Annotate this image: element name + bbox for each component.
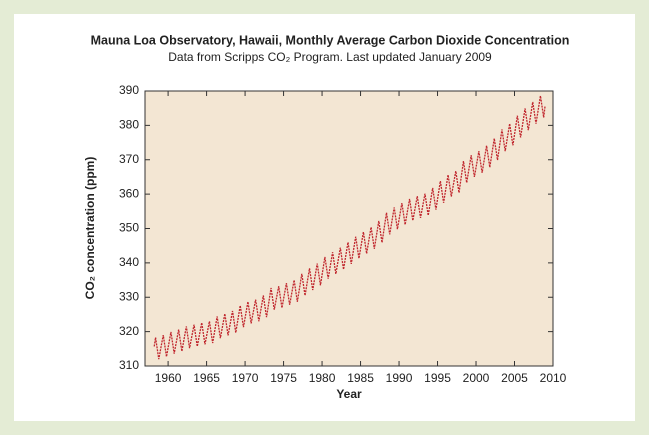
chart-title: Mauna Loa Observatory, Hawaii, Monthly A… — [91, 33, 570, 47]
y-tick-label: 330 — [119, 289, 139, 303]
x-tick-label: 1990 — [386, 371, 413, 385]
x-tick-label: 1995 — [424, 371, 451, 385]
x-tick-label: 1985 — [347, 371, 374, 385]
x-tick-label: 1975 — [270, 371, 297, 385]
y-tick-label: 370 — [119, 152, 139, 166]
y-tick-label: 380 — [119, 118, 139, 132]
x-tick-label: 1965 — [193, 371, 220, 385]
x-tick-label: 2010 — [540, 371, 567, 385]
data-line — [153, 95, 546, 360]
x-tick-label: 2000 — [463, 371, 490, 385]
chart-subtitle: Data from Scripps CO₂ Program. Last upda… — [168, 50, 492, 64]
x-axis-label: Year — [336, 387, 362, 401]
plot-area — [144, 90, 554, 367]
y-tick-label: 320 — [119, 324, 139, 338]
x-tick-label: 1980 — [309, 371, 336, 385]
x-tick-label: 2005 — [501, 371, 528, 385]
x-tick-label: 1960 — [155, 371, 182, 385]
y-tick-label: 360 — [119, 186, 139, 200]
y-tick-label: 390 — [119, 83, 139, 97]
y-tick-label: 310 — [119, 358, 139, 372]
y-tick-label: 340 — [119, 255, 139, 269]
y-axis-label: CO₂ concentration (ppm) — [83, 157, 97, 300]
y-tick-label: 350 — [119, 221, 139, 235]
x-tick-label: 1970 — [232, 371, 259, 385]
